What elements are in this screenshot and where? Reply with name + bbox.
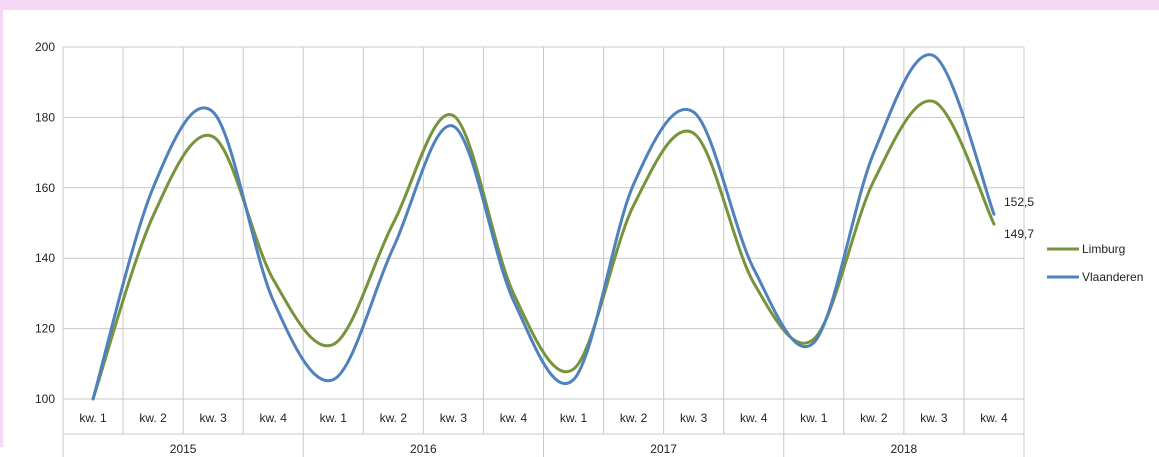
- x-category-label: kw. 4: [260, 411, 288, 425]
- y-tick-label: 200: [35, 40, 55, 54]
- x-category-label: kw. 1: [320, 411, 348, 425]
- x-category-label: kw. 1: [800, 411, 828, 425]
- x-year-label: 2017: [650, 442, 677, 456]
- series-lines: [91, 53, 996, 401]
- x-category-label: kw. 4: [980, 411, 1008, 425]
- end-data-label: 152,5: [1004, 195, 1034, 209]
- x-category-label: kw. 3: [440, 411, 468, 425]
- x-category-label: kw. 3: [680, 411, 708, 425]
- data-labels: 149,7 152,5: [1004, 195, 1034, 241]
- y-tick-label: 180: [35, 110, 55, 124]
- legend-label: Limburg: [1082, 242, 1125, 256]
- x-category-label: kw. 2: [139, 411, 167, 425]
- legend: Limburg Vlaanderen: [1047, 242, 1143, 284]
- y-tick-label: 140: [35, 251, 55, 265]
- x-category-label: kw. 2: [860, 411, 888, 425]
- x-category-label: kw. 4: [500, 411, 528, 425]
- line-chart: 100 120 140 160 180 200 kw. 1 kw. 2 kw. 3 kw. 4 k…: [35, 40, 1143, 457]
- y-axis-ticks: 100 120 140 160 180 200: [35, 40, 55, 406]
- legend-label: Vlaanderen: [1082, 270, 1143, 284]
- y-tick-label: 100: [35, 392, 55, 406]
- end-data-label: 149,7: [1004, 227, 1034, 241]
- x-year-label: 2018: [891, 442, 918, 456]
- y-tick-label: 120: [35, 322, 55, 336]
- x-category-label: kw. 2: [620, 411, 648, 425]
- x-category-label: kw. 1: [79, 411, 107, 425]
- x-year-label: 2016: [410, 442, 437, 456]
- series-line-vlaanderen: [91, 53, 996, 401]
- gridlines: [62, 46, 1025, 457]
- x-category-label: kw. 4: [740, 411, 768, 425]
- x-category-label: kw. 2: [380, 411, 408, 425]
- y-tick-label: 160: [35, 181, 55, 195]
- x-category-label: kw. 1: [560, 411, 588, 425]
- x-year-label: 2015: [170, 442, 197, 456]
- x-category-label: kw. 3: [199, 411, 227, 425]
- x-category-label: kw. 3: [920, 411, 948, 425]
